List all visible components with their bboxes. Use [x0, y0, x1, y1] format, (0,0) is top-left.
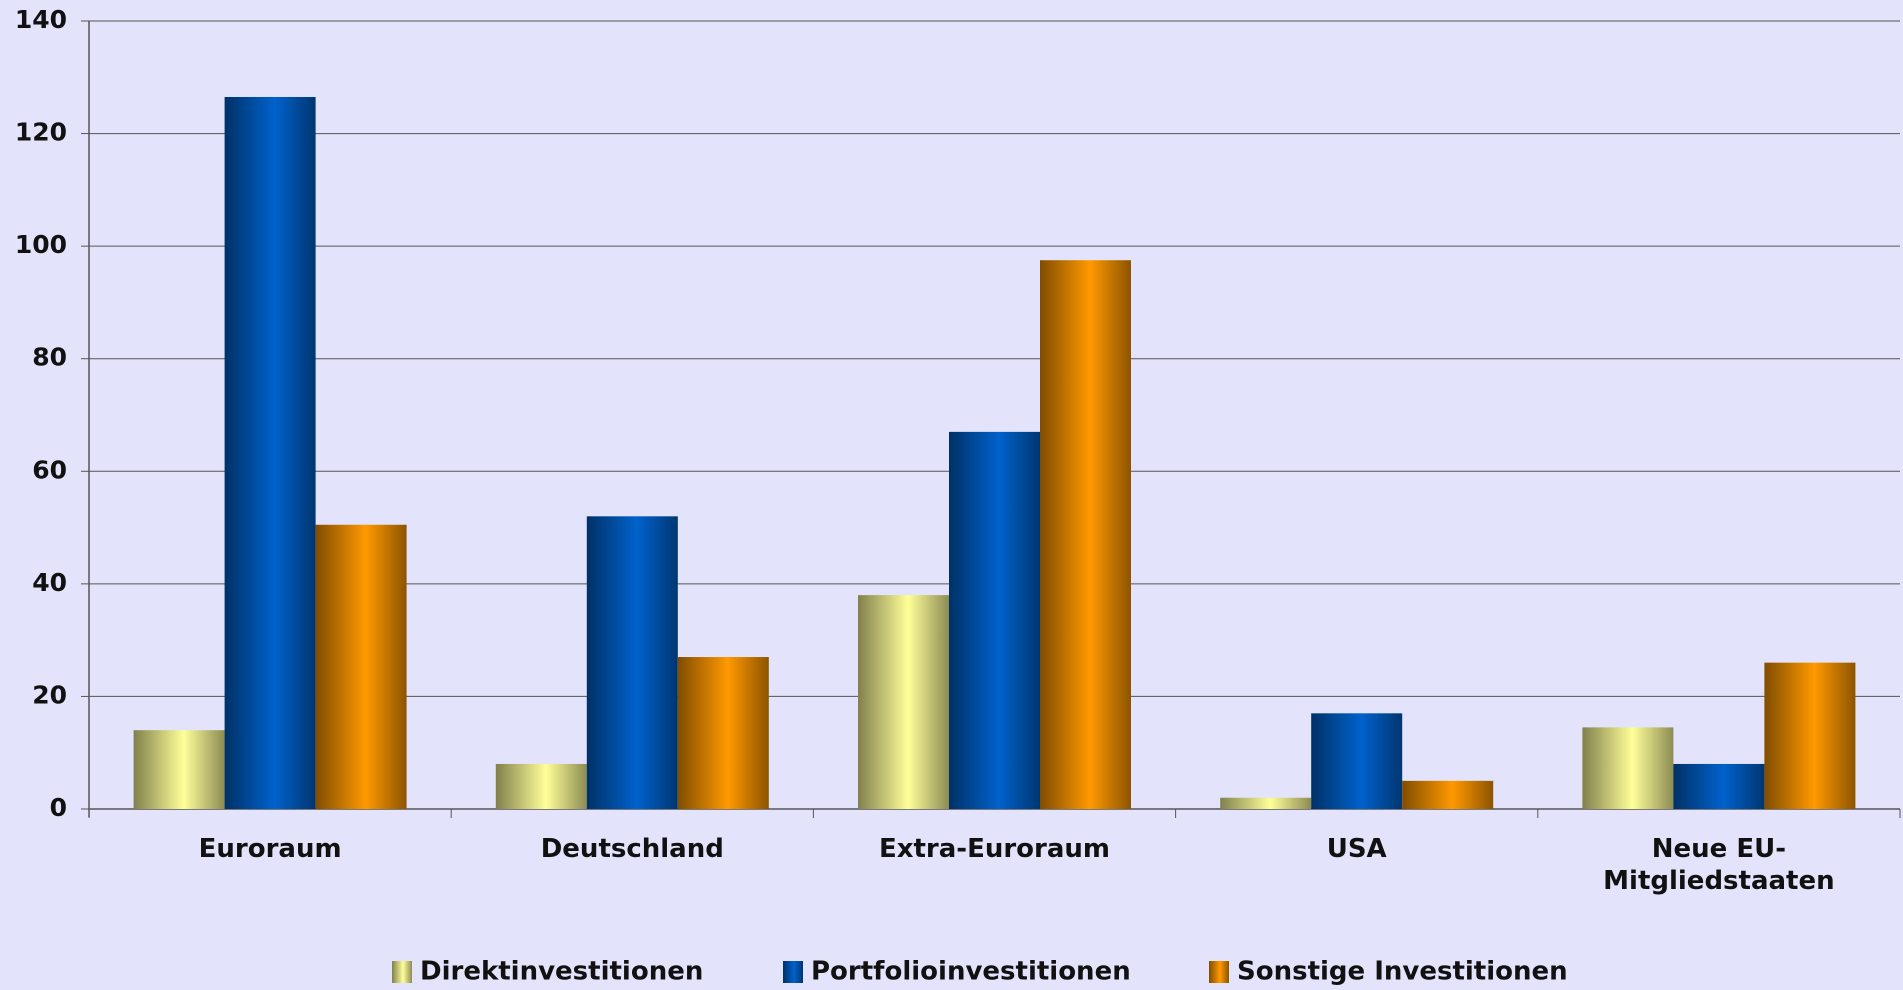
x-tick-label: USA — [1326, 834, 1387, 864]
bar — [586, 516, 678, 809]
y-tick-label: 140 — [15, 5, 67, 34]
bar — [1673, 763, 1765, 809]
bar — [1764, 662, 1856, 809]
bar — [858, 595, 949, 809]
legend-label: Direktinvestitionen — [420, 957, 703, 987]
legend-swatch — [1209, 961, 1229, 983]
bar — [1040, 260, 1131, 809]
bar — [1311, 713, 1403, 809]
legend-label: Portfolioinvestitionen — [811, 957, 1131, 987]
x-tick-label: Deutschland — [540, 834, 724, 864]
bar — [1402, 780, 1494, 809]
y-tick-label: 120 — [15, 118, 67, 147]
x-tick-label: Extra-Euroraum — [878, 834, 1111, 864]
bar — [133, 730, 225, 809]
y-tick-label: 100 — [15, 230, 67, 259]
x-tick-label: Neue EU-Mitgliedstaaten — [1603, 834, 1835, 896]
legend-label: Sonstige Investitionen — [1237, 957, 1568, 987]
y-tick-label: 20 — [32, 680, 67, 709]
bar — [495, 763, 587, 809]
bar — [224, 96, 316, 809]
bar — [1582, 727, 1674, 809]
y-tick-label: 60 — [32, 455, 67, 484]
legend-swatch — [783, 961, 803, 983]
y-tick-label: 80 — [32, 343, 67, 372]
y-tick-label: 40 — [32, 568, 67, 597]
bar — [1220, 797, 1312, 809]
x-tick-label: Euroraum — [198, 834, 342, 864]
bar — [949, 431, 1040, 809]
bar — [677, 657, 769, 809]
legend-swatch — [392, 961, 412, 983]
y-tick-label: 0 — [50, 793, 67, 822]
bar — [315, 524, 407, 809]
